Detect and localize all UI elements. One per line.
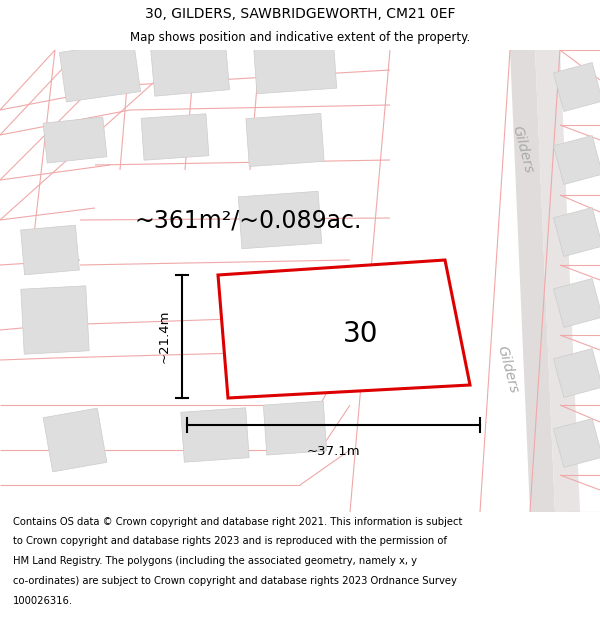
Text: co-ordinates) are subject to Crown copyright and database rights 2023 Ordnance S: co-ordinates) are subject to Crown copyr…: [13, 576, 457, 586]
Text: ~361m²/~0.089ac.: ~361m²/~0.089ac.: [134, 208, 362, 232]
Polygon shape: [554, 279, 600, 328]
Polygon shape: [554, 349, 600, 398]
Polygon shape: [21, 286, 89, 354]
Text: HM Land Registry. The polygons (including the associated geometry, namely x, y: HM Land Registry. The polygons (includin…: [13, 556, 417, 566]
Text: Contains OS data © Crown copyright and database right 2021. This information is : Contains OS data © Crown copyright and d…: [13, 516, 463, 526]
Text: 30, GILDERS, SAWBRIDGEWORTH, CM21 0EF: 30, GILDERS, SAWBRIDGEWORTH, CM21 0EF: [145, 7, 455, 21]
Polygon shape: [554, 136, 600, 184]
Polygon shape: [253, 36, 337, 94]
Polygon shape: [510, 50, 555, 512]
Polygon shape: [238, 191, 322, 249]
Polygon shape: [141, 114, 209, 160]
Polygon shape: [554, 419, 600, 468]
Polygon shape: [263, 401, 326, 455]
Polygon shape: [43, 408, 107, 472]
Polygon shape: [554, 208, 600, 256]
Text: ~37.1m: ~37.1m: [307, 445, 361, 458]
Text: Map shows position and indicative extent of the property.: Map shows position and indicative extent…: [130, 31, 470, 44]
Polygon shape: [20, 225, 79, 275]
Polygon shape: [43, 117, 107, 163]
Text: 100026316.: 100026316.: [13, 596, 73, 606]
Polygon shape: [181, 408, 249, 462]
Text: Gilders: Gilders: [510, 124, 536, 176]
Polygon shape: [554, 62, 600, 111]
Polygon shape: [59, 42, 140, 102]
Text: 30: 30: [343, 321, 378, 349]
Polygon shape: [151, 40, 230, 96]
Polygon shape: [246, 114, 324, 166]
Text: Gilders: Gilders: [495, 344, 521, 396]
Text: ~21.4m: ~21.4m: [157, 310, 170, 363]
Text: to Crown copyright and database rights 2023 and is reproduced with the permissio: to Crown copyright and database rights 2…: [13, 536, 447, 546]
Polygon shape: [218, 260, 470, 398]
Polygon shape: [535, 50, 580, 512]
